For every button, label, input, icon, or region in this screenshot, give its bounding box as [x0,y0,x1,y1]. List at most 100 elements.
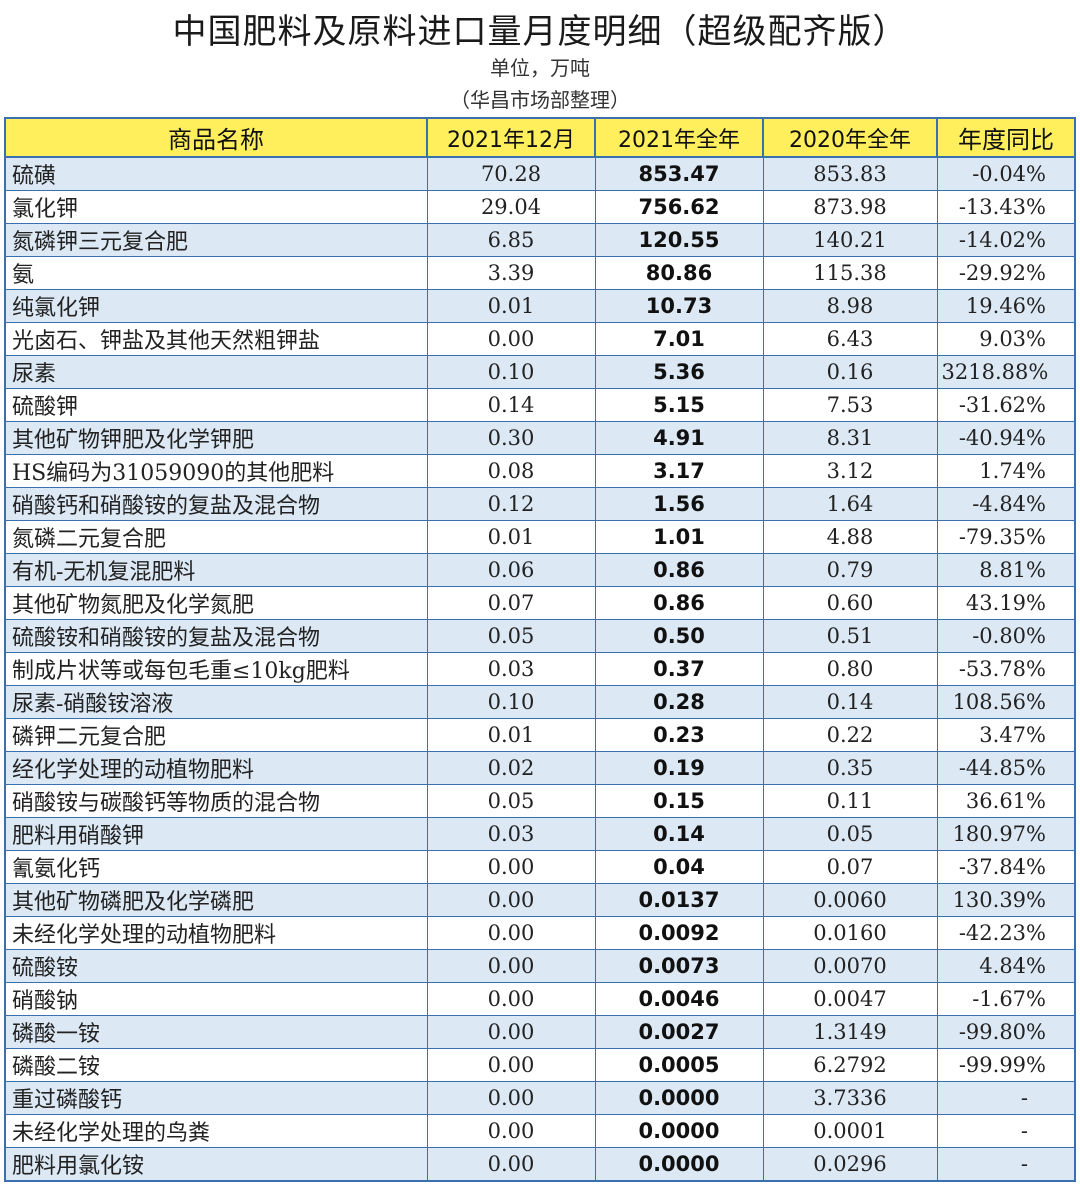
yoy-cell: -40.94% [936,421,1076,455]
year-2020-cell: 873.98 [762,190,938,224]
year-2020-cell: 0.0047 [762,982,938,1016]
product-name-cell: 氰氨化钙 [4,850,428,884]
product-name-cell: 制成片状等或每包毛重≤10kg肥料 [4,652,428,686]
product-name-cell: 磷酸一铵 [4,1015,428,1049]
year-2021-cell: 0.86 [594,553,764,587]
yoy-cell: 36.61% [936,784,1076,818]
year-2021-cell: 0.0073 [594,949,764,983]
year-2020-cell: 0.0296 [762,1147,938,1182]
yoy-cell: -42.23% [936,916,1076,950]
dec-2021-cell: 6.85 [426,223,596,257]
year-2020-cell: 0.0160 [762,916,938,950]
year-2020-cell: 3.12 [762,454,938,488]
yoy-cell: 3218.88% [936,355,1076,389]
table-row: 磷钾二元复合肥 0.01 0.23 0.22 3.47% [4,718,1076,752]
dec-2021-cell: 0.00 [426,949,596,983]
dec-2021-cell: 0.03 [426,652,596,686]
table-row: 尿素 0.10 5.36 0.16 3218.88% [4,355,1076,389]
dec-2021-cell: 3.39 [426,256,596,290]
dec-2021-cell: 0.08 [426,454,596,488]
year-2020-cell: 0.80 [762,652,938,686]
column-header-product-name: 商品名称 [4,117,428,158]
year-2020-cell: 0.79 [762,553,938,587]
year-2020-cell: 0.11 [762,784,938,818]
year-2021-cell: 0.19 [594,751,764,785]
year-2020-cell: 0.60 [762,586,938,620]
product-name-cell: 硫酸铵 [4,949,428,983]
dec-2021-cell: 70.28 [426,156,596,191]
column-header-year-2020: 2020年全年 [762,117,938,158]
table-row: 尿素-硝酸铵溶液 0.10 0.28 0.14 108.56% [4,685,1076,719]
product-name-cell: 硝酸钠 [4,982,428,1016]
table-row: 其他矿物氮肥及化学氮肥 0.07 0.86 0.60 43.19% [4,586,1076,620]
year-2021-cell: 0.0027 [594,1015,764,1049]
table-header-row: 商品名称 2021年12月 2021年全年 2020年全年 年度同比 [4,117,1076,158]
table-row: 未经化学处理的鸟粪 0.00 0.0000 0.0001- [4,1114,1076,1148]
product-name-cell: 氨 [4,256,428,290]
dec-2021-cell: 0.01 [426,289,596,323]
product-name-cell: HS编码为31059090的其他肥料 [4,454,428,488]
yoy-cell: -0.04% [936,156,1076,191]
year-2020-cell: 0.14 [762,685,938,719]
table-row: 其他矿物磷肥及化学磷肥 0.00 0.0137 0.0060 130.39% [4,883,1076,917]
product-name-cell: 硫酸钾 [4,388,428,422]
product-name-cell: 氯化钾 [4,190,428,224]
dec-2021-cell: 0.00 [426,883,596,917]
year-2020-cell: 0.0070 [762,949,938,983]
year-2020-cell: 0.0060 [762,883,938,917]
product-name-cell: 尿素 [4,355,428,389]
product-name-cell: 未经化学处理的鸟粪 [4,1114,428,1148]
year-2020-cell: 0.51 [762,619,938,653]
table-row: 肥料用硝酸钾 0.03 0.14 0.05 180.97% [4,817,1076,851]
yoy-cell: - [936,1081,1076,1115]
product-name-cell: 其他矿物磷肥及化学磷肥 [4,883,428,917]
product-name-cell: 有机-无机复混肥料 [4,553,428,587]
yoy-cell: - [936,1147,1076,1182]
yoy-cell: -14.02% [936,223,1076,257]
table-row: 硫酸铵 0.00 0.0073 0.0070 4.84% [4,949,1076,983]
year-2021-cell: 0.15 [594,784,764,818]
dec-2021-cell: 0.01 [426,718,596,752]
table-body: 硫磺 70.28 853.47 853.83 -0.04% 氯化钾 29.04 756.62 8… [4,156,1076,1182]
dec-2021-cell: 0.10 [426,355,596,389]
product-name-cell: 硫酸铵和硝酸铵的复盐及混合物 [4,619,428,653]
yoy-cell: -1.67% [936,982,1076,1016]
dec-2021-cell: 0.00 [426,1114,596,1148]
yoy-cell: -99.80% [936,1015,1076,1049]
dec-2021-cell: 0.00 [426,916,596,950]
dec-2021-cell: 29.04 [426,190,596,224]
product-name-cell: 硫磺 [4,156,428,191]
year-2020-cell: 4.88 [762,520,938,554]
product-name-cell: 未经化学处理的动植物肥料 [4,916,428,950]
yoy-cell: 130.39% [936,883,1076,917]
dec-2021-cell: 0.00 [426,1081,596,1115]
product-name-cell: 尿素-硝酸铵溶液 [4,685,428,719]
year-2020-cell: 6.2792 [762,1048,938,1082]
year-2020-cell: 0.07 [762,850,938,884]
dec-2021-cell: 0.05 [426,619,596,653]
year-2020-cell: 6.43 [762,322,938,356]
year-2020-cell: 8.31 [762,421,938,455]
table-row: HS编码为31059090的其他肥料 0.08 3.17 3.12 1.74% [4,454,1076,488]
year-2021-cell: 120.55 [594,223,764,257]
year-2020-cell: 7.53 [762,388,938,422]
year-2020-cell: 0.0001 [762,1114,938,1148]
table-row: 其他矿物钾肥及化学钾肥 0.30 4.91 8.31 -40.94% [4,421,1076,455]
year-2021-cell: 0.28 [594,685,764,719]
product-name-cell: 磷酸二铵 [4,1048,428,1082]
year-2021-cell: 0.50 [594,619,764,653]
year-2021-cell: 1.56 [594,487,764,521]
yoy-cell: 108.56% [936,685,1076,719]
product-name-cell: 磷钾二元复合肥 [4,718,428,752]
year-2021-cell: 0.04 [594,850,764,884]
table-row: 磷酸一铵 0.00 0.0027 1.3149 -99.80% [4,1015,1076,1049]
dec-2021-cell: 0.01 [426,520,596,554]
yoy-cell: 3.47% [936,718,1076,752]
yoy-cell: -31.62% [936,388,1076,422]
year-2021-cell: 5.36 [594,355,764,389]
page-title: 中国肥料及原料进口量月度明细（超级配齐版） [172,12,908,52]
yoy-cell: - [936,1114,1076,1148]
table-row: 氯化钾 29.04 756.62 873.98 -13.43% [4,190,1076,224]
yoy-cell: -13.43% [936,190,1076,224]
year-2021-cell: 10.73 [594,289,764,323]
